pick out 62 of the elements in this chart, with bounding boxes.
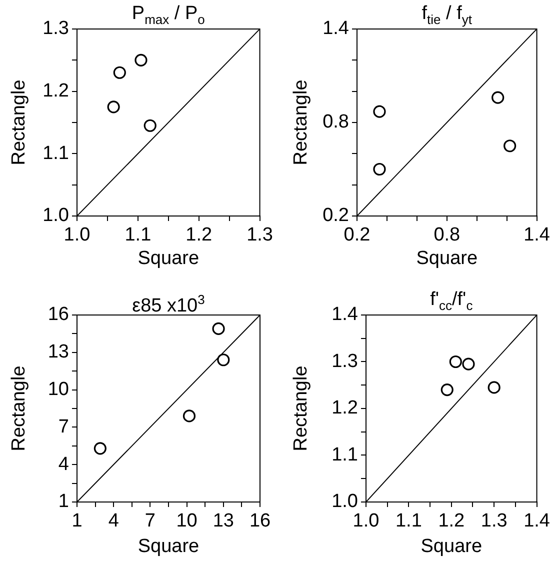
x-tick-label: 1.4 xyxy=(524,224,550,246)
y-tick-label: 7 xyxy=(58,416,69,438)
x-axis-title: Square xyxy=(138,248,200,269)
point xyxy=(107,100,120,114)
point xyxy=(504,140,516,152)
y-tick-label: 16 xyxy=(48,304,69,326)
point xyxy=(492,91,504,104)
x-axis-title: Square xyxy=(138,536,200,557)
point xyxy=(182,410,196,422)
y-tick-label: 0.8 xyxy=(322,112,349,133)
chart-title: ε85 x10$^{3}$ xyxy=(131,291,206,318)
x-tick-label: 1.2 xyxy=(438,510,465,532)
y-tick-label: 1 xyxy=(58,491,69,512)
x-tick-label: 0.8 xyxy=(434,224,460,246)
chart-title: f'$_{cc}$/f'$_{c}$ xyxy=(429,289,474,315)
point xyxy=(373,105,386,118)
x-tick-label: 1.3 xyxy=(246,224,274,246)
x-tick-label: 1.3 xyxy=(480,510,508,532)
point xyxy=(373,162,386,176)
y-tick-label: 10 xyxy=(48,379,69,400)
y-axis-title: Rectangle xyxy=(290,80,312,166)
x-tick-label: 13 xyxy=(212,510,234,532)
y-axis-title: Rectangle xyxy=(8,80,30,166)
point xyxy=(144,119,156,132)
y-tick-label: 1.0 xyxy=(332,491,358,512)
point xyxy=(462,358,475,370)
y-tick-label: 1.4 xyxy=(322,18,350,40)
y-tick-label: 1.2 xyxy=(332,398,358,419)
point xyxy=(440,384,454,396)
x-tick-label: 1.4 xyxy=(524,510,550,532)
y-axis-title: Rectangle xyxy=(8,366,30,452)
y-tick-label: 1.1 xyxy=(332,444,358,466)
chart-title: P$_{max}$ / P$_{o}$ xyxy=(130,3,206,29)
y-tick-label: 1.4 xyxy=(332,304,358,326)
point xyxy=(212,322,225,336)
y-tick-label: 1.2 xyxy=(42,80,69,102)
x-tick-label: 1.2 xyxy=(186,224,212,246)
y-tick-label: 1.3 xyxy=(332,350,358,372)
y-tick-label: 0.2 xyxy=(322,205,349,226)
y-axis-title: Rectangle xyxy=(290,366,312,452)
x-tick-label: 1.0 xyxy=(352,510,380,532)
point xyxy=(449,355,462,368)
x-tick-label: 16 xyxy=(249,510,271,532)
y-tick-label: 1.1 xyxy=(42,142,69,164)
x-tick-label: 10 xyxy=(176,510,198,532)
y-tick-label: 4 xyxy=(58,454,70,475)
point xyxy=(217,354,230,366)
y-tick-label: 1.3 xyxy=(42,18,69,40)
x-axis-title: Square xyxy=(416,248,478,269)
point xyxy=(488,381,500,394)
y-tick-label: 1.0 xyxy=(42,205,69,226)
x-tick-label: 1 xyxy=(72,510,82,532)
x-tick-label: 7 xyxy=(144,510,156,532)
chart-title: f$_{tie}$ / f$_{yt}$ xyxy=(420,3,474,29)
point xyxy=(94,442,106,455)
x-tick-label: 1.1 xyxy=(395,510,422,532)
x-axis-title: Square xyxy=(420,536,482,557)
x-tick-label: 1.1 xyxy=(124,224,152,246)
x-tick-label: 4 xyxy=(108,510,120,532)
point xyxy=(113,66,126,79)
point xyxy=(134,54,148,66)
y-tick-label: 13 xyxy=(48,342,69,363)
